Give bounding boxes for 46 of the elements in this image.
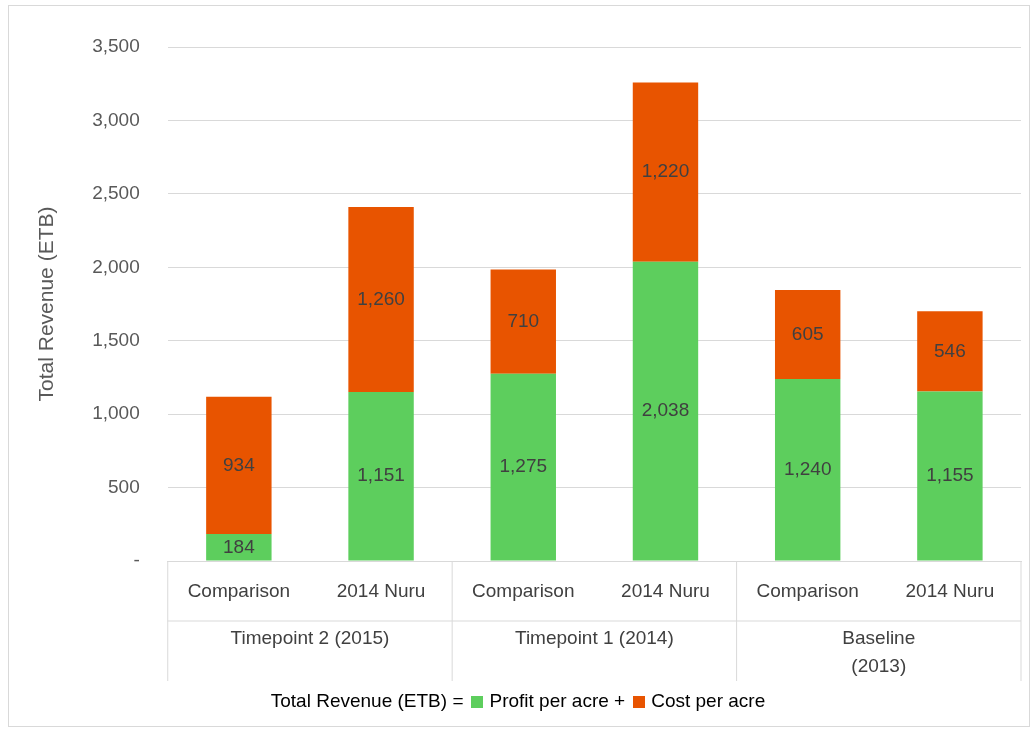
bar xyxy=(632,261,699,561)
bar xyxy=(774,290,841,379)
data-label: 1,151 xyxy=(357,464,405,486)
data-label: 710 xyxy=(507,309,540,331)
text: Timepoint 2 (2015) xyxy=(230,627,390,649)
bar xyxy=(348,391,414,561)
bar xyxy=(490,269,556,374)
y-tick-label: 500 xyxy=(108,475,140,497)
x-tick-label: Comparison xyxy=(472,580,575,602)
y-tick-label: - xyxy=(133,549,140,571)
bar xyxy=(632,82,699,262)
y-tick-label: 1,500 xyxy=(92,328,140,350)
data-label: 1,260 xyxy=(357,287,405,309)
y-tick-label: 2,000 xyxy=(92,255,140,277)
y-tick-label: 3,000 xyxy=(92,108,140,130)
data-label: 934 xyxy=(223,453,256,475)
data-label: 1,240 xyxy=(783,457,832,479)
y-tick-label: 1,000 xyxy=(92,402,140,424)
data-label: 1,220 xyxy=(641,160,690,182)
text: + xyxy=(613,690,626,711)
text: Timepoint 1 (2014) xyxy=(514,627,674,649)
data-label: 184 xyxy=(223,535,256,557)
legend-title: Total Revenue (ETB) = xyxy=(270,690,464,711)
x-tick-label: Comparison xyxy=(756,580,859,602)
x-tick-label: 2014 Nuru xyxy=(336,580,426,602)
data-label: 1,275 xyxy=(499,455,548,477)
x-tick-label: Comparison xyxy=(187,580,291,602)
y-tick-label: 3,500 xyxy=(92,35,140,57)
data-label: 1,155 xyxy=(926,464,974,486)
bar xyxy=(917,311,983,392)
x-tick-label: 2014 Nuru xyxy=(905,580,995,602)
legend-label: Profit per acre xyxy=(489,690,609,711)
bar xyxy=(490,373,556,561)
legend-label: Cost per acre xyxy=(651,690,766,711)
data-label: 2,038 xyxy=(641,399,690,421)
bar xyxy=(348,206,414,392)
bar xyxy=(206,396,272,534)
y-axis-title: Total Revenue (ETB) xyxy=(34,206,58,402)
bar xyxy=(917,391,983,561)
bar xyxy=(774,378,841,561)
data-label: 605 xyxy=(791,322,824,344)
text: Baseline (2013) xyxy=(842,627,916,677)
y-tick-label: 2,500 xyxy=(92,182,140,204)
bar xyxy=(206,533,272,561)
data-label: 546 xyxy=(934,339,966,361)
x-tick-label: 2014 Nuru xyxy=(621,580,710,602)
